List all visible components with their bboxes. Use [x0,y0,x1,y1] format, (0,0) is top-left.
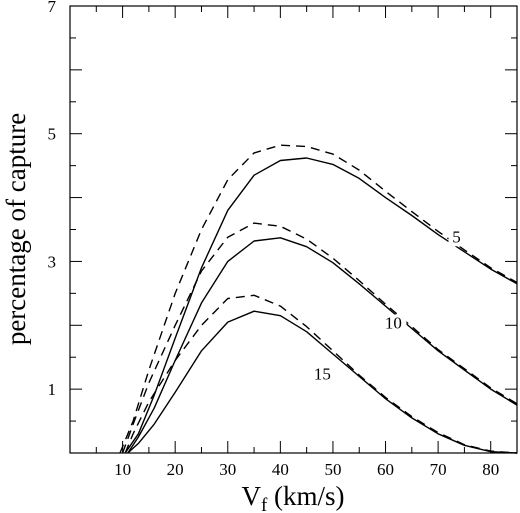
series-line-5-solid [124,157,518,454]
series-line-15-dashed [124,294,518,454]
x-tick-label: 60 [377,460,394,479]
curve-labels: 5 10 15 [309,227,465,384]
tick-labels: 10 20 30 40 50 60 70 80 1 3 5 7 [48,0,500,479]
x-tick-label: 10 [114,460,131,479]
curve-label: 15 [314,365,331,384]
x-tick-label: 70 [430,460,447,479]
tick-marks [70,6,517,453]
y-tick-label: 7 [48,0,57,16]
curve-label-bg [380,314,407,333]
x-tick-label: 40 [272,460,289,479]
series-line-10-solid [127,237,518,454]
y-tick-label: 5 [48,125,57,144]
y-tick-label: 1 [48,380,57,399]
curve-label: 10 [385,313,402,332]
curve-label-bg [448,228,465,247]
series-line-5-dashed [119,144,518,454]
x-tick-label: 20 [167,460,184,479]
x-tick-label: 30 [219,460,236,479]
x-tick-label: 50 [324,460,341,479]
y-tick-label: 3 [48,252,57,271]
x-tick-label: 80 [482,460,499,479]
y-axis-label: percentage of capture [1,113,31,345]
curve-label: 5 [452,227,461,246]
series-lines [119,144,518,454]
series-line-15-solid [127,310,518,454]
curve-label-bg [309,365,336,384]
x-axis-label: Vf (km/s) [241,481,344,513]
